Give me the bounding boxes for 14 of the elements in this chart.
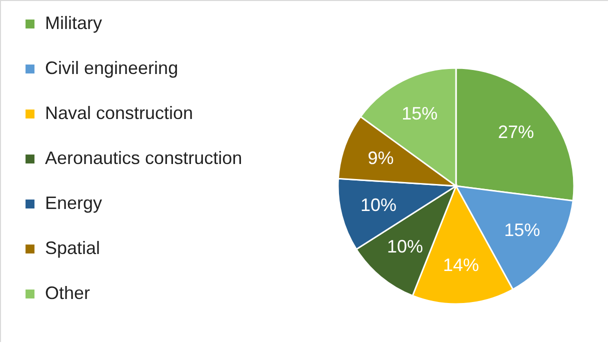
data-label: 14% [443, 254, 480, 275]
legend-label: Civil engineering [45, 58, 178, 78]
data-label: 10% [360, 194, 397, 215]
data-label: 10% [386, 236, 424, 257]
data-label: 15% [402, 104, 438, 124]
data-label: 15% [504, 220, 540, 240]
legend-label: Energy [45, 193, 102, 213]
legend-label: Spatial [45, 238, 100, 258]
legend-label: Military [45, 13, 102, 33]
data-label: 27% [498, 122, 534, 142]
legend-label: Naval construction [45, 103, 194, 123]
legend-label: Aeronautics construction [45, 148, 242, 168]
data-label: 9% [368, 148, 394, 168]
legend-label: Other [45, 283, 90, 303]
